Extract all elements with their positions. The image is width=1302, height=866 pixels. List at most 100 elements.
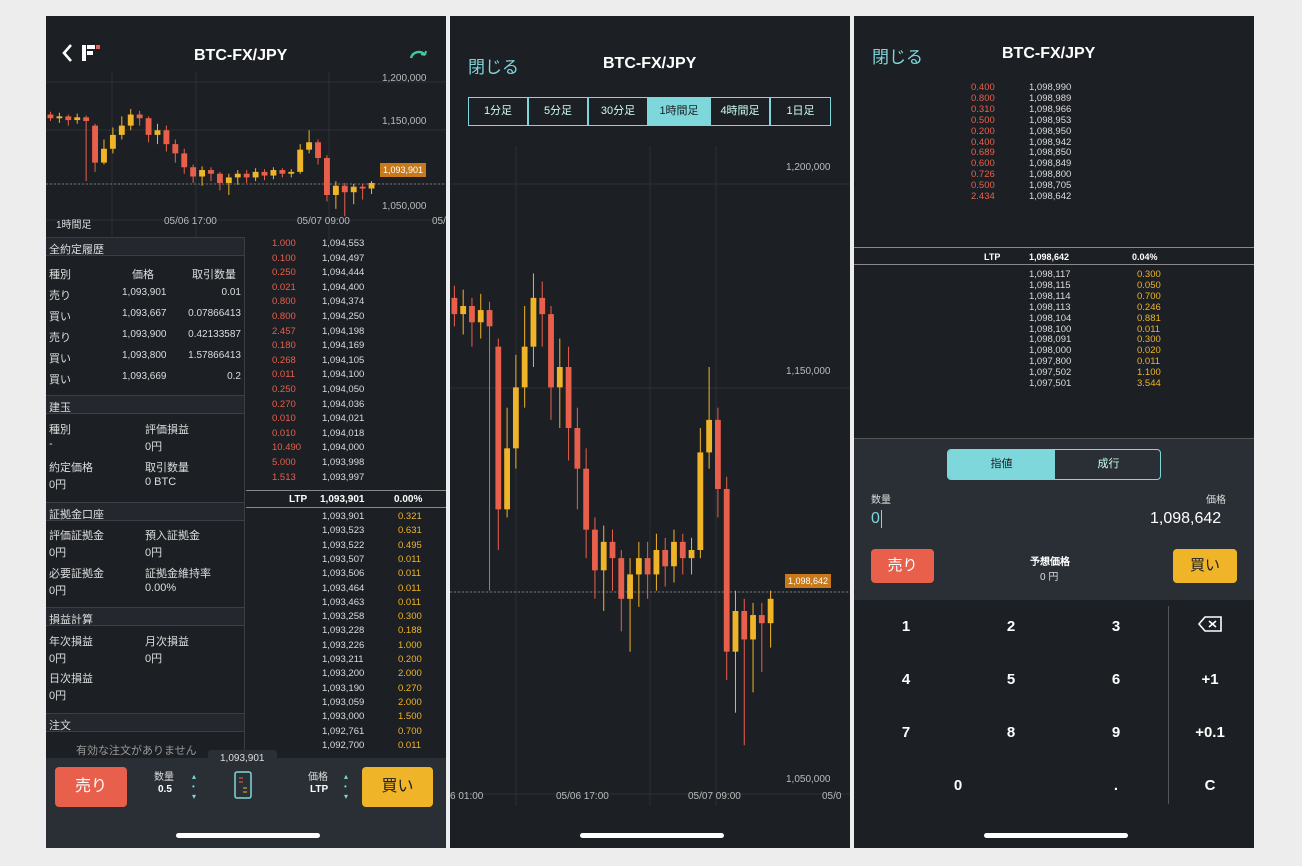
candle-body [521, 346, 528, 388]
candle-body [512, 387, 519, 449]
orderbook-toggle-icon[interactable] [234, 771, 252, 804]
key-clear[interactable]: C [1204, 777, 1216, 794]
section-orders: 注文 [46, 713, 244, 732]
trade-type: 売り [49, 332, 71, 344]
bid-price: 1,093,000 [322, 711, 365, 723]
ltp-row: LTP 1,098,642 0.04% [854, 247, 1254, 265]
screen-trading-overview: BTC-FX/JPY 1,200,000 1,150,000 1,050,000… [46, 16, 446, 848]
estimated-price-label: 予想価格 [1030, 557, 1070, 568]
key-2[interactable]: 2 [1006, 618, 1016, 635]
key-3[interactable]: 3 [1111, 618, 1121, 635]
bid-size: 0.321 [398, 511, 422, 522]
bitflyer-logo-icon [82, 45, 104, 66]
bid-price: 1,093,211 [322, 654, 364, 665]
bid-price: 1,092,700 [322, 739, 365, 751]
buy-button[interactable]: 買い [1173, 549, 1237, 583]
candle-body [460, 306, 467, 315]
key-0[interactable]: 0 [953, 777, 963, 794]
home-indicator[interactable] [580, 833, 724, 838]
ask-price: 1,094,444 [322, 267, 365, 279]
close-button[interactable]: 閉じる [872, 48, 923, 67]
timeframe-label: 1時間足 [56, 220, 92, 231]
back-button[interactable] [60, 42, 76, 64]
page-title: BTC-FX/JPY [603, 55, 697, 72]
tab-market[interactable]: 成行 [1097, 458, 1120, 470]
tab-limit[interactable]: 指値 [948, 450, 1055, 479]
key-6[interactable]: 6 [1111, 671, 1121, 688]
bid-price: 1,098,091 [1029, 334, 1072, 346]
key-1[interactable]: 1 [901, 618, 911, 635]
ask-size: 0.310 [971, 103, 995, 115]
pnl-month-value: 0円 [145, 653, 163, 665]
timeframe-tab[interactable]: 1時間足 [648, 97, 710, 126]
key-4[interactable]: 4 [901, 671, 911, 688]
candle-body [548, 314, 554, 388]
bid-price: 1,098,000 [1029, 345, 1072, 357]
key-9[interactable]: 9 [1111, 724, 1121, 741]
qty-stepper-icon[interactable]: ▴ • ▾ [192, 772, 197, 801]
bid-size: 0.011 [1137, 356, 1161, 368]
price-label: 価格 [1206, 495, 1226, 506]
section-margin: 証拠金口座 [46, 502, 244, 521]
candle-body [662, 550, 669, 567]
close-button[interactable]: 閉じる [468, 58, 519, 77]
ask-price: 1,094,050 [322, 384, 365, 395]
page-title: BTC-FX/JPY [1002, 45, 1096, 62]
trade-qty: 0.07866413 [188, 308, 241, 319]
ask-price: 1,098,989 [1029, 92, 1072, 104]
candle-body [504, 448, 510, 510]
candle-body [715, 419, 721, 489]
bid-size: 0.011 [398, 568, 422, 580]
price-value[interactable]: LTP [310, 784, 329, 795]
bid-price: 1,098,114 [1029, 290, 1071, 302]
x-axis-label: 6 01:00 [450, 791, 484, 802]
ask-size: 0.400 [971, 82, 995, 93]
margin-deposit-label: 預入証拠金 [145, 530, 200, 542]
ltp-price: 1,098,642 [1029, 252, 1070, 262]
key-7[interactable]: 7 [901, 724, 911, 741]
key-5[interactable]: 5 [1006, 671, 1016, 688]
bid-size: 0.631 [398, 525, 422, 537]
ask-price: 1,094,105 [322, 354, 365, 366]
bid-size: 0.011 [398, 596, 422, 608]
timeframe-tab[interactable]: 30分足 [588, 97, 648, 126]
backspace-key[interactable] [1180, 616, 1240, 636]
ask-size: 1.513 [272, 471, 296, 483]
timeframe-tab[interactable]: 5分足 [528, 97, 588, 126]
pnl-year-value: 0円 [49, 653, 67, 665]
timeframe-tab[interactable]: 1日足 [770, 97, 831, 126]
timeframe-tab[interactable]: 4時間足 [710, 97, 770, 126]
candle-body [83, 117, 90, 121]
key-plus0-1[interactable]: +0.1 [1195, 724, 1225, 741]
key-plus1[interactable]: +1 [1201, 671, 1219, 688]
ask-price: 1,098,642 [1029, 191, 1072, 202]
key-decimal[interactable]: . [1113, 777, 1119, 794]
candle-body [477, 310, 484, 323]
last-price-label: 1,098,642 [785, 574, 832, 588]
qty-input[interactable]: 0 [871, 510, 882, 528]
price-chart[interactable] [46, 72, 446, 240]
price-input[interactable]: 1,098,642 [1150, 510, 1222, 527]
sell-button[interactable]: 売り [55, 767, 127, 807]
refresh-icon[interactable] [408, 46, 428, 67]
price-stepper-icon[interactable]: ▴ • ▾ [344, 772, 349, 801]
home-indicator[interactable] [176, 833, 320, 838]
candle-body [154, 130, 161, 135]
price-chart[interactable] [450, 146, 850, 806]
bid-size: 0.300 [1137, 334, 1161, 346]
ask-size: 0.689 [971, 147, 995, 159]
timeframe-tab[interactable]: 1分足 [468, 97, 528, 126]
home-indicator[interactable] [984, 833, 1128, 838]
candle-body [671, 541, 677, 567]
key-8[interactable]: 8 [1006, 724, 1016, 741]
buy-button[interactable]: 買い [362, 767, 433, 807]
bid-size: 0.495 [398, 539, 422, 551]
ask-size: 2.457 [272, 325, 296, 337]
ask-price: 1,094,036 [322, 398, 365, 410]
bid-price: 1,098,113 [1029, 301, 1071, 313]
orders-empty-text: 有効な注文がありません [76, 745, 197, 757]
ask-price: 1,098,850 [1029, 147, 1072, 159]
candle-body [101, 148, 107, 163]
qty-value[interactable]: 0.5 [158, 784, 172, 795]
sell-button[interactable]: 売り [871, 549, 934, 583]
